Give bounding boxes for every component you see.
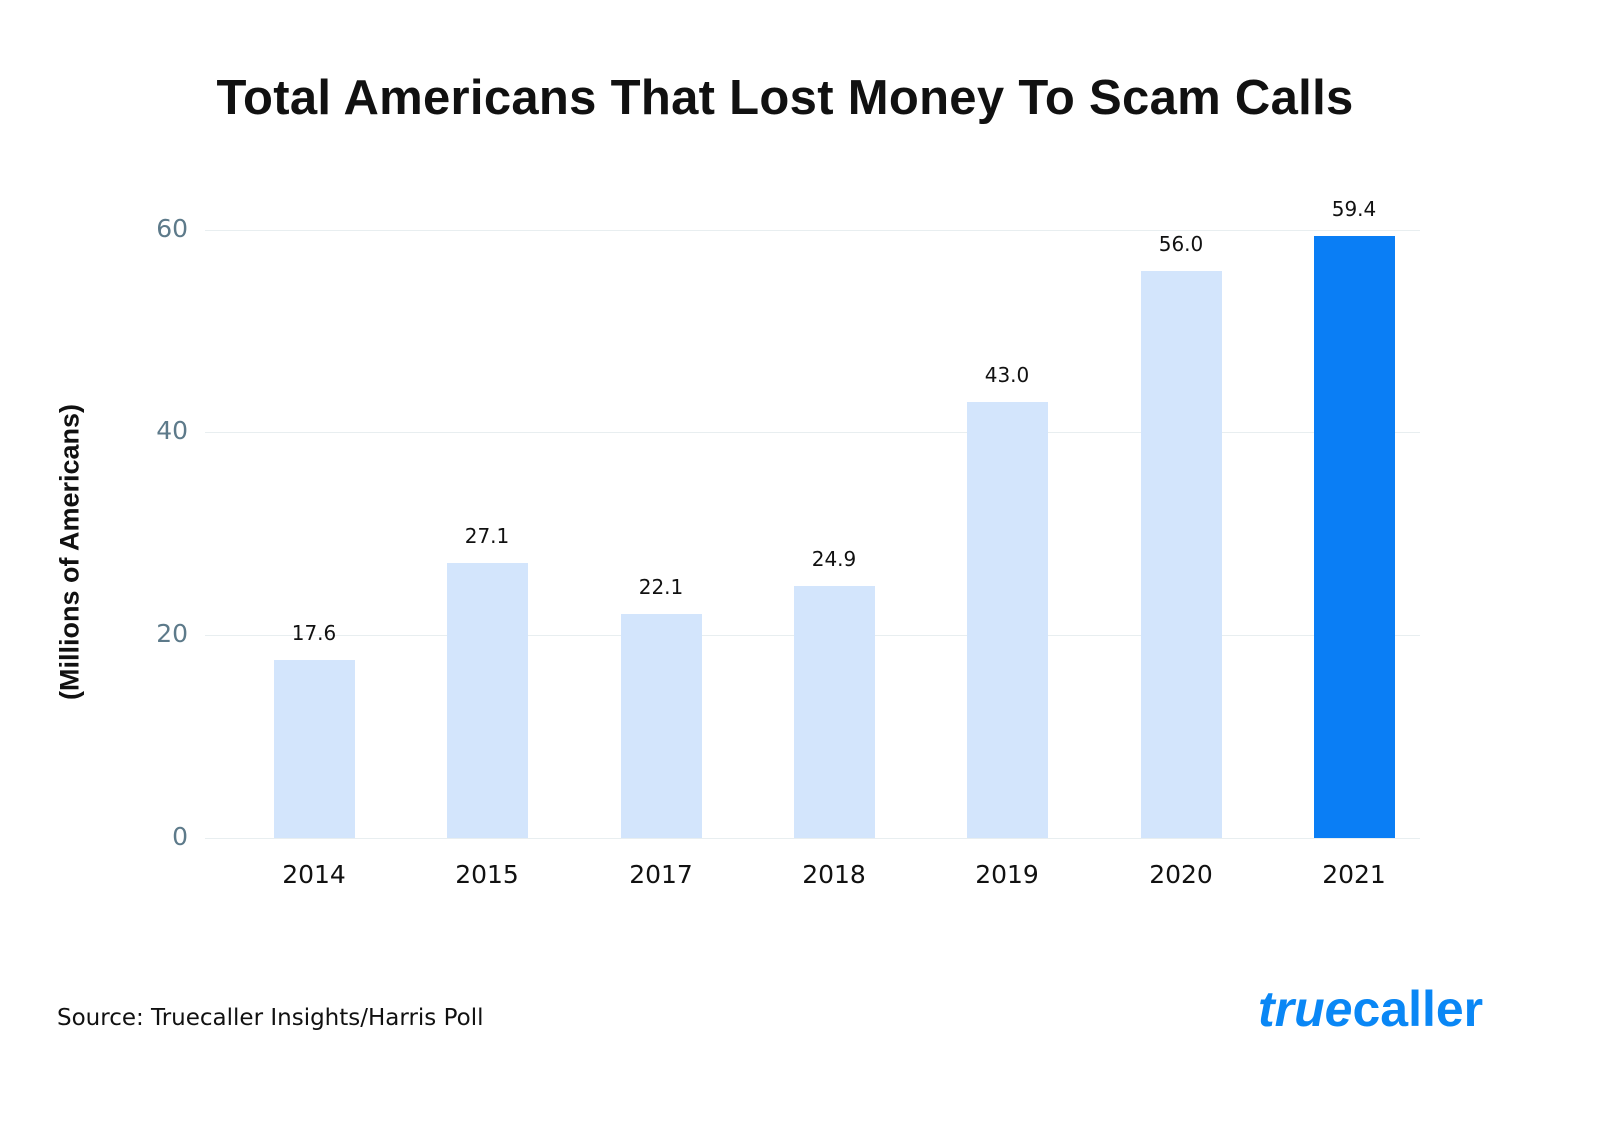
data-label: 27.1 [464,524,510,549]
bar-2015 [447,563,528,838]
x-tick: 2021 [1322,860,1386,889]
data-label: 56.0 [1158,231,1204,256]
data-label: 17.6 [291,620,337,645]
data-label: 24.9 [811,546,857,571]
chart-title: Total Americans That Lost Money To Scam … [216,71,1354,125]
bar-2014 [274,659,355,838]
bar-2019 [967,402,1048,838]
x-tick: 2017 [629,860,693,889]
data-label: 43.0 [984,363,1030,388]
y-tick: 40 [156,416,188,446]
x-tick: 2014 [282,860,346,889]
bar-2021 [1314,236,1395,838]
x-tick: 2015 [455,860,519,889]
truecaller-logo: truecaller [1258,981,1484,1037]
gridline-40 [205,432,1420,433]
y-tick: 60 [156,214,188,244]
source-note: Source: Truecaller Insights/Harris Poll [57,1005,484,1031]
bar-2017 [621,614,702,838]
data-label: 59.4 [1331,197,1377,222]
y-axis-label: (Millions of Americans) [54,403,85,701]
x-tick: 2020 [1149,860,1213,889]
gridline-60 [205,230,1420,231]
bar-2020 [1141,270,1222,838]
x-tick: 2018 [802,860,866,889]
y-tick: 0 [172,822,188,852]
bar-2018 [794,585,875,838]
gridline-0 [205,838,1420,839]
data-label: 22.1 [638,575,684,600]
x-tick: 2019 [975,860,1039,889]
y-tick: 20 [156,619,188,649]
